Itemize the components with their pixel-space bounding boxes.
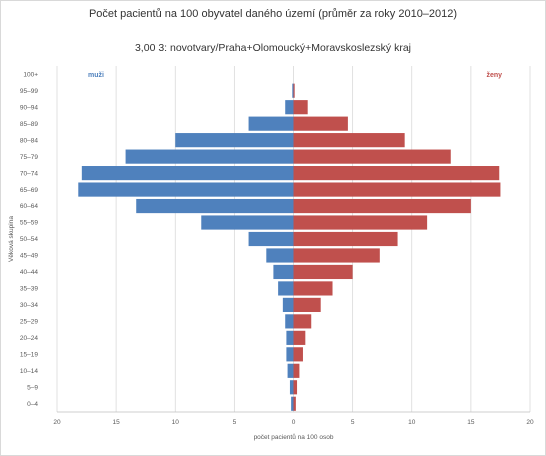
x-axis-title: počet pacientů na 100 osob	[254, 433, 334, 441]
x-tick-label: 5	[233, 419, 237, 426]
y-tick-label: 100+	[23, 71, 38, 78]
y-tick-label: 20–24	[20, 335, 38, 342]
bar-muzi-95–99	[292, 83, 294, 98]
bar-muzi-10–14	[287, 363, 294, 378]
bar-muzi-85–89	[248, 116, 294, 131]
bar-muzi-20–24	[286, 330, 294, 345]
y-tick-label: 70–74	[20, 170, 38, 177]
bar-muzi-30–34	[282, 297, 294, 312]
bar-muzi-50–54	[248, 231, 294, 247]
bar-zeny-65–69	[293, 182, 501, 197]
bar-muzi-0–4	[291, 396, 294, 411]
bar-zeny-75–79	[293, 149, 451, 164]
bar-zeny-95–99	[293, 83, 295, 98]
bar-zeny-10–14	[293, 363, 300, 378]
bar-zeny-25–29	[293, 314, 312, 329]
y-tick-label: 15–19	[20, 352, 38, 359]
bar-zeny-5–9	[293, 380, 298, 395]
x-tick-label: 10	[408, 419, 416, 426]
legend-zeny: ženy	[486, 72, 502, 79]
y-tick-label: 0–4	[27, 401, 38, 408]
bar-muzi-80–84	[175, 133, 294, 148]
bar-muzi-60–64	[136, 198, 294, 214]
x-tick-label: 0	[292, 419, 296, 426]
x-tick-label: 15	[113, 419, 121, 426]
y-tick-label: 40–44	[20, 269, 38, 276]
y-tick-label: 75–79	[20, 154, 38, 161]
y-tick-label: 50–54	[20, 236, 38, 243]
x-tick-label: 20	[53, 419, 61, 426]
bar-zeny-30–34	[293, 297, 321, 312]
x-tick-label: 15	[467, 419, 475, 426]
bar-zeny-90–94	[293, 100, 308, 115]
y-tick-label: 85–89	[20, 121, 38, 128]
bar-muzi-75–79	[125, 149, 294, 164]
bar-muzi-45–49	[266, 248, 294, 263]
bar-zeny-0–4	[293, 396, 296, 411]
x-tick-label: 10	[172, 419, 180, 426]
bar-zeny-60–64	[293, 198, 471, 214]
y-tick-label: 10–14	[20, 368, 38, 375]
y-tick-label: 5–9	[27, 384, 38, 391]
bar-muzi-25–29	[285, 314, 294, 329]
y-tick-label: 30–34	[20, 302, 38, 309]
y-tick-label: 45–49	[20, 253, 38, 260]
chart-title: Počet pacientů na 100 obyvatel daného úz…	[88, 8, 458, 20]
y-tick-label: 55–59	[20, 220, 38, 227]
y-tick-label: 60–64	[20, 203, 38, 210]
y-tick-label: 90–94	[20, 104, 38, 111]
bar-zeny-15–19	[293, 347, 303, 362]
y-tick-label: 35–39	[20, 286, 38, 293]
bar-muzi-5–9	[289, 380, 294, 395]
bar-muzi-70–74	[81, 166, 294, 181]
bar-muzi-90–94	[285, 100, 294, 115]
y-tick-label: 95–99	[20, 88, 38, 95]
y-tick-label: 25–29	[20, 319, 38, 326]
bar-zeny-70–74	[293, 166, 500, 181]
bar-zeny-35–39	[293, 281, 333, 296]
x-tick-label: 5	[351, 419, 355, 426]
bar-zeny-40–44	[293, 264, 353, 280]
y-axis-title: Věková skupina	[8, 216, 15, 262]
bar-zeny-20–24	[293, 330, 306, 345]
bar-muzi-55–59	[201, 215, 294, 230]
bar-muzi-35–39	[278, 281, 294, 296]
bar-zeny-55–59	[293, 215, 428, 230]
bar-zeny-85–89	[293, 116, 348, 131]
bar-zeny-80–84	[293, 133, 405, 148]
bar-zeny-50–54	[293, 231, 398, 247]
y-tick-label: 80–84	[20, 137, 38, 144]
legend-muzi: muži	[88, 72, 104, 79]
x-tick-label: 20	[526, 419, 534, 426]
bar-muzi-40–44	[273, 264, 294, 280]
bar-zeny-45–49	[293, 248, 380, 263]
bar-muzi-15–19	[286, 347, 294, 362]
bar-muzi-65–69	[78, 182, 294, 197]
chart-subtitle: 3,00 3: novotvary/Praha+Olomoucký+Moravs…	[134, 42, 412, 54]
y-tick-label: 65–69	[20, 187, 38, 194]
